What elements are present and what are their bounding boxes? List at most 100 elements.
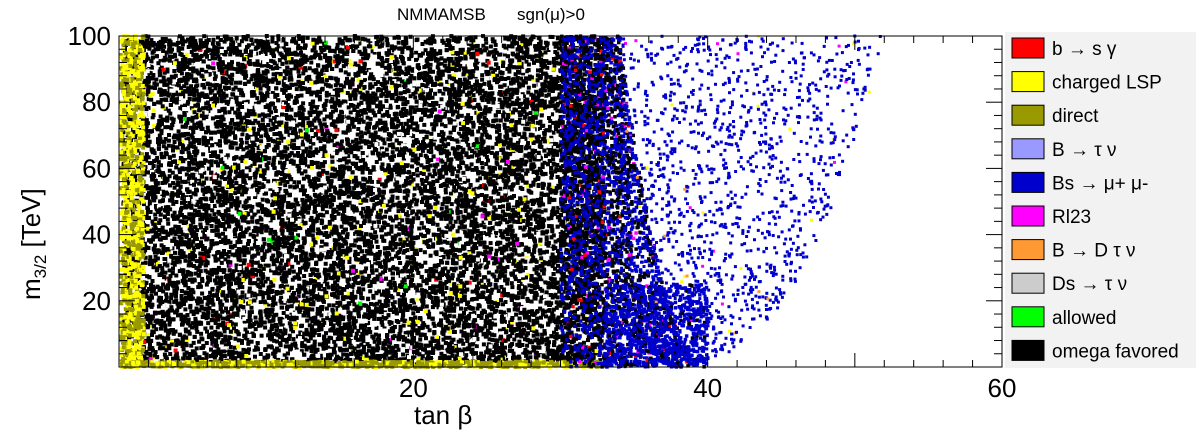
data-point — [473, 272, 478, 277]
data-point — [446, 255, 451, 260]
data-point — [260, 42, 264, 47]
data-point — [406, 226, 411, 231]
data-point — [319, 313, 324, 318]
data-point — [513, 35, 518, 40]
data-point — [131, 249, 135, 254]
data-point — [357, 140, 362, 145]
data-point — [518, 215, 523, 220]
data-point — [183, 307, 188, 312]
data-point — [480, 132, 485, 137]
data-point — [247, 357, 251, 362]
data-point — [373, 332, 378, 337]
data-point — [180, 200, 184, 205]
data-point — [493, 185, 497, 190]
data-point — [171, 201, 176, 206]
data-point — [482, 81, 487, 86]
data-point — [403, 72, 408, 77]
data-point — [186, 329, 191, 334]
data-point — [356, 337, 361, 342]
data-point — [284, 60, 289, 65]
data-point — [502, 125, 507, 130]
data-point — [408, 111, 413, 116]
data-point — [151, 108, 156, 113]
data-point — [461, 89, 466, 94]
data-point — [485, 345, 490, 350]
data-point — [272, 332, 277, 336]
data-point — [508, 157, 513, 162]
data-point — [313, 50, 318, 55]
data-point — [474, 331, 479, 336]
data-point — [474, 334, 479, 339]
data-point — [215, 275, 220, 280]
data-point — [396, 287, 401, 292]
data-point — [144, 38, 149, 43]
data-point — [187, 352, 192, 356]
data-point — [377, 299, 382, 304]
data-point — [165, 217, 170, 222]
data-point — [182, 156, 187, 161]
data-point — [514, 213, 518, 218]
data-point — [474, 48, 479, 53]
data-point — [547, 144, 552, 148]
data-point — [241, 96, 246, 101]
data-point — [248, 163, 253, 168]
data-point — [382, 86, 387, 91]
data-point — [515, 333, 520, 337]
data-point — [426, 114, 431, 119]
data-point — [457, 225, 462, 230]
data-point — [394, 57, 399, 62]
data-point — [309, 128, 314, 133]
data-point — [202, 77, 206, 81]
data-point — [170, 308, 175, 313]
data-point — [172, 210, 177, 215]
data-point — [483, 334, 488, 339]
data-point — [384, 306, 389, 311]
data-point — [490, 145, 495, 150]
data-point — [497, 172, 501, 177]
data-point — [253, 327, 258, 332]
data-point — [237, 351, 242, 356]
data-point — [409, 73, 414, 78]
data-point — [498, 41, 503, 46]
data-point — [237, 200, 242, 205]
data-point — [204, 176, 209, 181]
data-point — [400, 132, 405, 137]
data-point — [503, 193, 508, 198]
data-point — [242, 316, 247, 321]
data-point — [328, 92, 333, 97]
data-point — [439, 206, 444, 211]
data-point — [317, 52, 322, 57]
data-point — [262, 184, 267, 189]
data-point — [494, 181, 499, 186]
data-point — [371, 91, 376, 96]
data-point — [526, 62, 531, 67]
data-point — [421, 255, 426, 260]
data-point — [274, 328, 279, 333]
data-point — [551, 120, 556, 125]
data-point — [446, 305, 451, 310]
data-point — [173, 250, 177, 255]
data-point — [244, 348, 249, 353]
data-point — [296, 294, 301, 299]
data-point — [206, 294, 211, 299]
data-point — [356, 127, 361, 131]
data-point — [331, 42, 336, 47]
data-point — [307, 66, 312, 71]
data-point — [186, 45, 191, 49]
data-point — [467, 249, 472, 254]
data-point — [263, 52, 268, 56]
data-point — [177, 170, 182, 174]
data-point — [278, 261, 283, 266]
data-point — [482, 225, 487, 230]
data-point — [386, 299, 391, 304]
data-point — [299, 349, 304, 354]
data-point — [296, 66, 301, 71]
data-point — [352, 186, 357, 191]
data-point — [536, 201, 541, 206]
data-point — [427, 328, 432, 333]
data-point — [551, 57, 556, 61]
data-point — [420, 354, 425, 359]
data-point — [289, 67, 294, 72]
data-point — [520, 343, 525, 347]
